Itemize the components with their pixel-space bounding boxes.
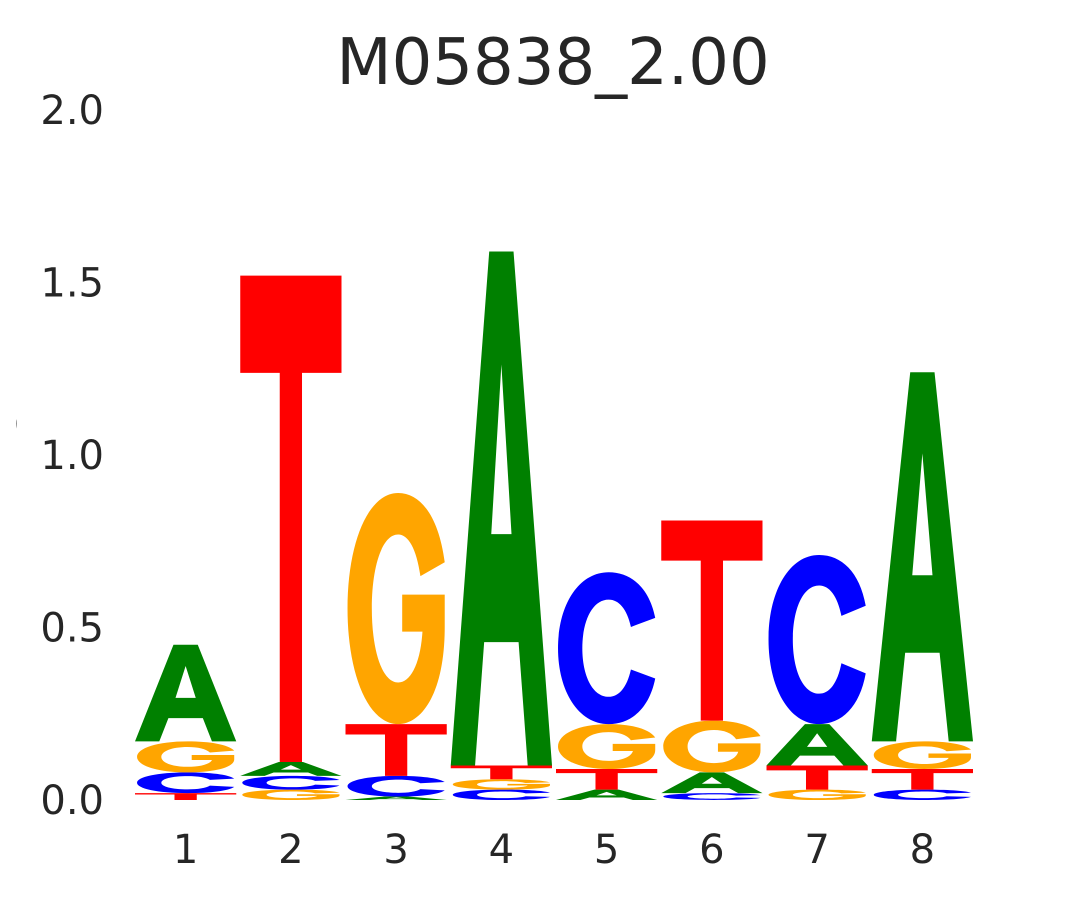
y-tick-label: 1.5 <box>40 261 104 307</box>
letter-t-mark <box>135 793 237 800</box>
letter-g-mark <box>558 724 656 769</box>
x-tick-label: 7 <box>804 827 829 873</box>
letter-a-mark <box>871 372 973 742</box>
chart-title: M05838_2.00 <box>336 26 769 100</box>
letter-t-mark <box>556 768 658 790</box>
x-axis-ticks: 1 2 3 4 5 6 7 8 <box>173 827 935 873</box>
logo-stack <box>661 520 763 800</box>
letter-a-mark <box>556 789 658 800</box>
letter-c-mark <box>452 789 550 800</box>
letter-c-mark <box>137 772 235 794</box>
letter-a-mark <box>766 724 868 766</box>
letter-c-mark <box>558 572 656 725</box>
letter-c-mark <box>873 789 971 800</box>
y-tick-label: 0.0 <box>40 778 104 824</box>
logo-stack <box>345 492 447 800</box>
y-tick-label: 2.0 <box>40 88 104 134</box>
y-axis-ticks: 0.0 0.5 1.0 1.5 2.0 <box>40 88 104 824</box>
letter-c-mark <box>242 775 340 790</box>
logo-stack <box>240 275 342 800</box>
y-tick-label: 0.5 <box>40 606 104 652</box>
letter-t-mark <box>661 520 763 721</box>
y-tick-label: 1.0 <box>40 433 104 479</box>
letter-a-mark <box>135 644 237 742</box>
letter-g-mark <box>242 789 340 800</box>
x-tick-label: 2 <box>278 827 303 873</box>
letter-a-mark <box>450 251 552 766</box>
x-tick-label: 8 <box>910 827 935 873</box>
logo-stacks <box>135 251 973 800</box>
letter-t-mark <box>871 768 973 790</box>
letter-g-mark <box>663 720 761 773</box>
logo-stack <box>135 644 237 800</box>
letter-t-mark <box>450 765 552 780</box>
x-tick-label: 5 <box>594 827 619 873</box>
y-axis-label: Bits <box>0 409 29 507</box>
letter-g-mark <box>768 789 866 800</box>
logo-stack <box>450 251 552 800</box>
letter-g-mark <box>873 741 971 769</box>
letter-c-mark <box>768 555 866 725</box>
letter-c-mark <box>663 793 761 800</box>
letter-a-mark <box>661 772 763 794</box>
logo-stack <box>556 572 658 800</box>
logo-stack <box>871 372 973 800</box>
letter-t-mark <box>345 724 447 776</box>
letter-a-mark <box>345 796 447 800</box>
letter-t-mark <box>240 275 342 763</box>
letter-t-mark <box>766 765 868 790</box>
x-tick-label: 3 <box>383 827 408 873</box>
letter-g-mark <box>347 492 445 725</box>
letter-g-mark <box>137 741 235 773</box>
x-tick-label: 1 <box>173 827 198 873</box>
letter-c-mark <box>347 775 445 797</box>
letter-g-mark <box>452 779 550 790</box>
logo-stack <box>766 555 868 800</box>
letter-a-mark <box>240 762 342 776</box>
x-tick-label: 4 <box>489 827 514 873</box>
x-tick-label: 6 <box>699 827 724 873</box>
